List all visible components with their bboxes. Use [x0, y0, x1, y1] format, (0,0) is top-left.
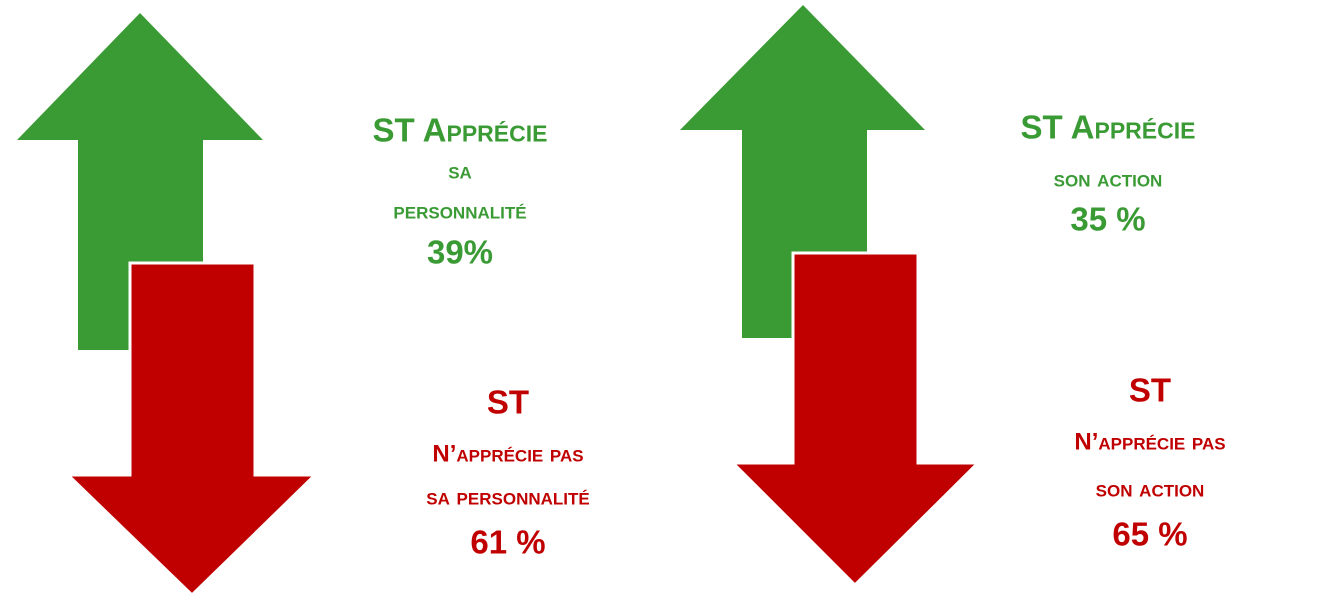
- down-arrow: [729, 251, 982, 588]
- percentage: 61 %: [470, 524, 545, 561]
- label-line: N’apprécie pas: [1074, 428, 1225, 455]
- down-arrow: [64, 261, 319, 596]
- label-line: personnalité: [393, 197, 526, 224]
- label-line: son action: [1096, 475, 1205, 502]
- label-line: son action: [1054, 165, 1163, 192]
- percentage: 39%: [427, 234, 493, 271]
- label-line: ST: [1129, 372, 1171, 409]
- label-line: ST Apprécie: [1021, 109, 1196, 146]
- label-line: ST Apprécie: [373, 112, 548, 149]
- percentage: 65 %: [1112, 516, 1187, 553]
- label-line: ST: [487, 384, 529, 421]
- label-line: N’apprécie pas: [432, 440, 583, 467]
- percentage: 35 %: [1070, 201, 1145, 238]
- label-line: sa: [448, 157, 472, 184]
- label-line: sa personnalité: [426, 483, 589, 510]
